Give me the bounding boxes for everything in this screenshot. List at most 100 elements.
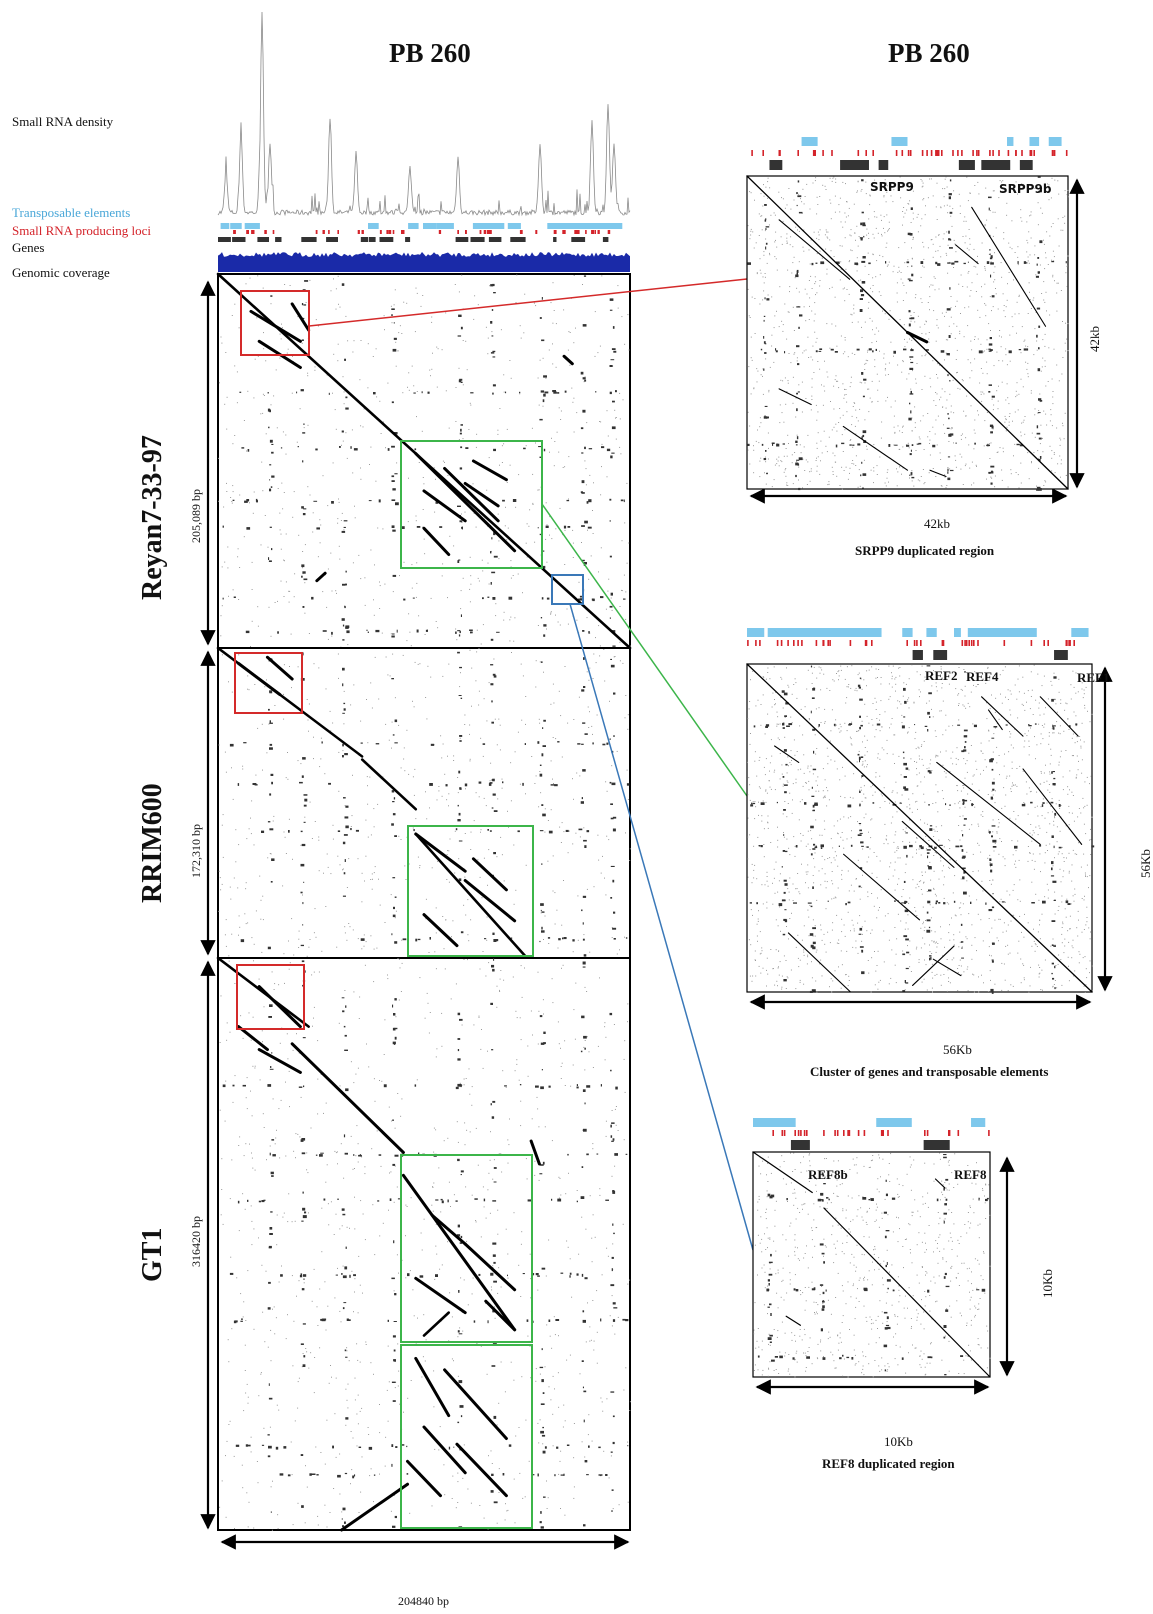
streak-dot bbox=[354, 1474, 356, 1477]
streak-dot bbox=[612, 828, 616, 832]
noise-dot bbox=[326, 1526, 328, 1528]
noise-dot bbox=[605, 1135, 607, 1137]
noise-dot bbox=[480, 1048, 482, 1050]
streak-dot bbox=[548, 1085, 551, 1088]
noise-dot bbox=[556, 909, 558, 911]
noise-dot bbox=[978, 193, 980, 195]
streak-dot bbox=[298, 1086, 303, 1088]
noise-dot bbox=[1033, 452, 1035, 454]
noise-dot bbox=[476, 433, 478, 435]
noise-dot bbox=[398, 724, 400, 726]
streak-dot bbox=[909, 393, 914, 395]
noise-dot bbox=[1021, 220, 1023, 222]
noise-dot bbox=[239, 494, 241, 496]
streak-dot bbox=[875, 348, 877, 351]
noise-dot bbox=[343, 1177, 345, 1179]
noise-dot bbox=[750, 336, 752, 338]
streak-dot bbox=[747, 443, 750, 446]
noise-dot bbox=[991, 477, 993, 479]
noise-dot bbox=[809, 208, 811, 210]
noise-dot bbox=[823, 820, 825, 822]
noise-dot bbox=[817, 784, 818, 786]
noise-dot bbox=[327, 568, 329, 570]
noise-dot bbox=[504, 525, 506, 527]
noise-dot bbox=[849, 467, 851, 469]
noise-dot bbox=[1033, 354, 1035, 356]
noise-dot bbox=[474, 295, 476, 297]
noise-dot bbox=[769, 254, 771, 256]
noise-dot bbox=[251, 561, 253, 563]
noise-dot bbox=[435, 1129, 437, 1131]
noise-dot bbox=[756, 381, 758, 383]
noise-dot bbox=[507, 1139, 509, 1141]
noise-dot bbox=[993, 281, 995, 283]
noise-dot bbox=[262, 769, 263, 771]
noise-dot bbox=[220, 889, 222, 891]
noise-dot bbox=[1023, 340, 1025, 342]
noise-dot bbox=[1032, 299, 1034, 301]
noise-dot bbox=[760, 215, 762, 217]
noise-dot bbox=[940, 207, 942, 209]
noise-dot bbox=[1017, 678, 1019, 680]
streak-dot bbox=[392, 801, 395, 803]
noise-dot bbox=[370, 446, 372, 448]
noise-dot bbox=[803, 203, 805, 205]
noise-dot bbox=[1027, 376, 1029, 378]
noise-dot bbox=[346, 1350, 348, 1352]
noise-dot bbox=[544, 1366, 546, 1368]
noise-dot bbox=[827, 858, 829, 859]
streak-dot bbox=[427, 391, 430, 394]
streak-dot bbox=[537, 741, 540, 744]
noise-dot bbox=[970, 405, 972, 407]
noise-dot bbox=[391, 1120, 393, 1122]
noise-dot bbox=[874, 366, 876, 368]
streak-dot bbox=[989, 253, 991, 255]
noise-dot bbox=[615, 417, 617, 418]
noise-dot bbox=[486, 1373, 488, 1375]
streak-dot bbox=[343, 1134, 346, 1138]
srna-mark bbox=[585, 230, 587, 234]
streak-dot bbox=[611, 1268, 613, 1272]
noise-dot bbox=[839, 731, 841, 733]
noise-dot bbox=[842, 226, 844, 228]
noise-dot bbox=[773, 327, 775, 329]
streak-dot bbox=[345, 1005, 347, 1008]
noise-dot bbox=[271, 971, 273, 973]
noise-dot bbox=[324, 1281, 326, 1283]
noise-dot bbox=[849, 386, 851, 388]
noise-dot bbox=[1065, 272, 1067, 274]
streak-dot bbox=[623, 598, 626, 600]
noise-dot bbox=[480, 829, 482, 831]
noise-dot bbox=[400, 839, 402, 840]
noise-dot bbox=[592, 1148, 594, 1150]
noise-dot bbox=[786, 240, 788, 242]
noise-dot bbox=[586, 888, 588, 890]
streak-dot bbox=[309, 1473, 312, 1476]
noise-dot bbox=[866, 739, 868, 741]
noise-dot bbox=[784, 716, 786, 718]
noise-dot bbox=[819, 473, 821, 475]
noise-dot bbox=[591, 1261, 593, 1263]
streak-dot bbox=[610, 1135, 613, 1138]
noise-dot bbox=[777, 826, 778, 828]
noise-dot bbox=[1009, 690, 1011, 692]
streak-dot bbox=[796, 436, 799, 440]
streak-dot bbox=[543, 634, 546, 637]
noise-dot bbox=[893, 415, 895, 417]
noise-dot bbox=[488, 682, 490, 684]
noise-dot bbox=[551, 437, 552, 439]
noise-dot bbox=[904, 212, 906, 214]
noise-dot bbox=[592, 510, 593, 511]
streak-dot bbox=[606, 742, 609, 745]
streak-dot bbox=[611, 1140, 614, 1142]
noise-dot bbox=[917, 479, 919, 481]
noise-dot bbox=[410, 1380, 412, 1381]
noise-dot bbox=[827, 376, 829, 378]
noise-dot bbox=[786, 455, 788, 457]
noise-dot bbox=[994, 252, 995, 254]
noise-dot bbox=[966, 968, 968, 970]
noise-dot bbox=[490, 1286, 492, 1288]
noise-dot bbox=[250, 1451, 252, 1453]
streak-dot bbox=[548, 830, 553, 834]
noise-dot bbox=[558, 1197, 560, 1199]
